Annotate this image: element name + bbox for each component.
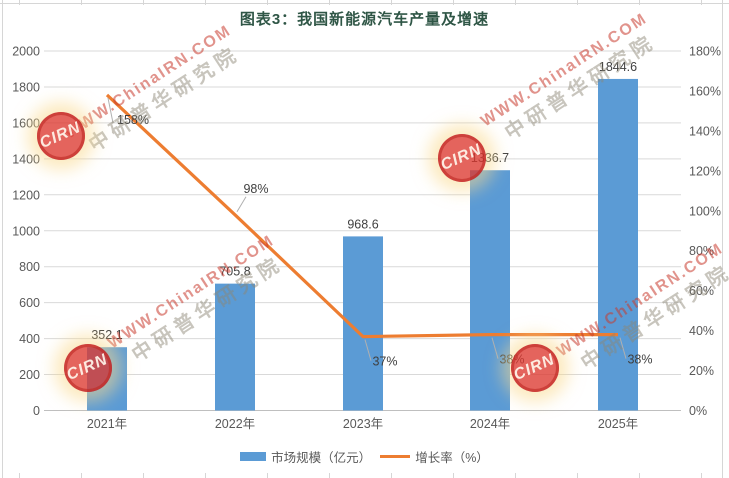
right-axis-tick-label: 180%: [689, 45, 721, 59]
label-leader-line: [364, 339, 372, 361]
bar-value-label: 1844.6: [599, 60, 637, 74]
sheet-column-tick: [267, 0, 268, 5]
right-axis-tick-label: 160%: [689, 84, 721, 98]
line-value-label: 38%: [627, 353, 652, 367]
bar-value-label: 1336.7: [471, 151, 509, 165]
chart-title: 图表3：我国新能源汽车产量及增速: [239, 11, 490, 28]
sheet-column-tick: [453, 473, 454, 478]
sheet-column-tick: [205, 0, 206, 5]
line-value-label: 98%: [243, 182, 268, 196]
bar-value-label: 968.6: [347, 217, 378, 231]
chart-legend: 市场规模（亿元） 增长率（%）: [0, 447, 729, 466]
left-axis-tick-label: 200: [19, 368, 40, 382]
sheet-column-tick: [577, 473, 578, 478]
sheet-column-tick: [81, 473, 82, 478]
sheet-column-tick: [143, 0, 144, 5]
sheet-column-tick: [329, 473, 330, 478]
sheet-column-tick: [329, 0, 330, 5]
bar: [87, 347, 127, 411]
line-series-swatch-icon: [380, 455, 411, 458]
sheet-column-tick: [639, 0, 640, 5]
left-axis-tick-label: 400: [19, 332, 40, 346]
sheet-column-tick: [19, 473, 20, 478]
sheet-column-tick: [515, 473, 516, 478]
sheet-column-tick: [81, 0, 82, 5]
left-axis-tick-label: 1000: [12, 224, 40, 238]
left-axis-tick-label: 0: [33, 404, 40, 418]
left-axis-tick-label: 800: [19, 260, 40, 274]
sheet-column-tick: [391, 473, 392, 478]
sheet-gridline-left: [2, 0, 3, 478]
legend-item-market-size: 市场规模（亿元）: [240, 447, 371, 466]
right-axis-tick-label: 120%: [689, 164, 721, 178]
bar: [598, 78, 638, 411]
x-axis-category-label: 2021年: [87, 417, 127, 431]
line-value-label: 38%: [499, 353, 524, 367]
right-axis-tick-label: 40%: [689, 324, 714, 338]
left-axis-tick-label: 1600: [12, 116, 40, 130]
bar-series-swatch-icon: [240, 452, 267, 461]
sheet-gridline-top: [0, 3, 729, 4]
left-axis-tick-label: 1400: [12, 152, 40, 166]
label-leader-line: [491, 337, 499, 359]
right-axis-tick-label: 0%: [689, 404, 707, 418]
sheet-column-tick: [515, 0, 516, 5]
sheet-column-tick: [391, 0, 392, 5]
sheet-gridline-right: [722, 0, 723, 478]
label-leader-line: [619, 337, 627, 359]
legend-line-label: 增长率（%）: [415, 451, 489, 465]
legend-item-growth-rate: 增长率（%）: [380, 447, 489, 466]
label-leader-line: [236, 196, 247, 213]
left-axis-tick-label: 1800: [12, 80, 40, 94]
left-axis-tick-label: 600: [19, 296, 40, 310]
sheet-column-tick: [143, 473, 144, 478]
sheet-column-tick: [701, 0, 702, 5]
sheet-column-tick: [639, 473, 640, 478]
legend-bar-label: 市场规模（亿元）: [271, 451, 372, 465]
right-axis-tick-label: 100%: [689, 204, 721, 218]
x-axis-category-label: 2022年: [215, 417, 255, 431]
x-axis-category-label: 2024年: [470, 417, 510, 431]
right-axis-tick-label: 140%: [689, 124, 721, 138]
label-leader-line: [107, 97, 114, 124]
x-axis-category-label: 2023年: [343, 417, 383, 431]
sheet-column-tick: [701, 473, 702, 478]
bar: [215, 283, 255, 411]
sheet-column-tick: [453, 0, 454, 5]
right-axis-tick-label: 20%: [689, 364, 714, 378]
x-axis-category-label: 2025年: [598, 417, 638, 431]
sheet-column-tick: [19, 0, 20, 5]
bar: [470, 170, 510, 411]
left-axis-tick-label: 2000: [12, 45, 40, 59]
line-value-label: 158%: [117, 113, 149, 127]
line-value-label: 37%: [372, 355, 397, 369]
right-axis-tick-label: 80%: [689, 244, 714, 258]
bar-value-label: 705.8: [219, 265, 250, 279]
growth-rate-line: [105, 93, 618, 339]
sheet-column-tick: [577, 0, 578, 5]
sheet-column-tick: [205, 473, 206, 478]
right-axis-tick-label: 60%: [689, 284, 714, 298]
bar-value-label: 352.1: [91, 328, 122, 342]
sheet-column-tick: [267, 473, 268, 478]
left-axis-tick-label: 1200: [12, 188, 40, 202]
